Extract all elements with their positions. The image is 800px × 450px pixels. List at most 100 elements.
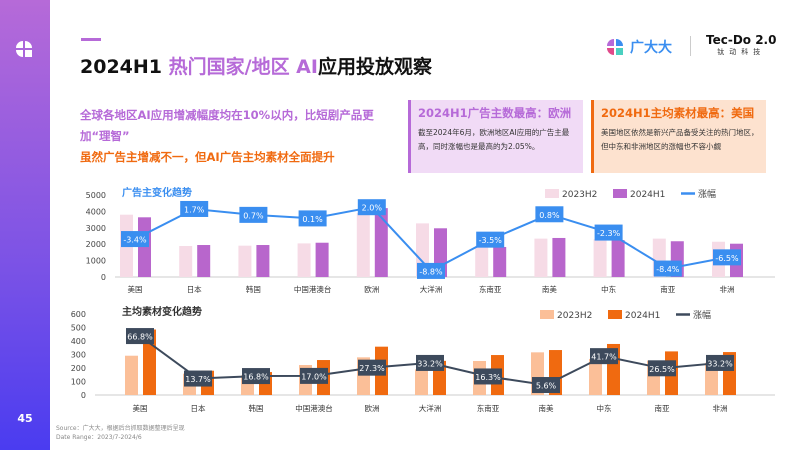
x-tick-label: 东南亚 <box>479 284 502 294</box>
y-tick-label: 3000 <box>86 224 106 233</box>
legend-swatch <box>608 310 622 319</box>
x-tick-label: 韩国 <box>249 403 264 413</box>
legend-swatch <box>540 310 554 319</box>
x-tick-label: 南美 <box>539 403 554 413</box>
bar-2023H2 <box>125 355 138 395</box>
y-tick-label: 0 <box>81 391 86 400</box>
y-tick-label: 4000 <box>86 207 106 216</box>
y-tick-label: 400 <box>71 337 86 346</box>
growth-label: 27.3% <box>359 364 385 373</box>
x-tick-label: 南美 <box>542 284 557 294</box>
y-tick-label: 0 <box>101 273 106 282</box>
guangdada-logo-icon <box>607 39 623 55</box>
growth-label: 17.0% <box>301 372 327 381</box>
tecdo-sub: 钛动科技 <box>717 48 766 56</box>
brand-name: 广大大 <box>630 40 672 56</box>
lead-line-1: 全球各地区AI应用增减幅度均在10%以内，比短剧产品更加“理智” <box>80 108 374 143</box>
x-tick-label: 南亚 <box>660 284 675 294</box>
x-tick-label: 非洲 <box>720 284 735 294</box>
growth-label-box <box>706 354 734 371</box>
source-note: Source：广大大，根据后台抓取数据整理后呈现 Date Range：2023/… <box>56 424 185 442</box>
x-tick-label: 韩国 <box>246 284 261 294</box>
bar-2023H2 <box>415 369 428 395</box>
growth-label-box <box>357 199 386 216</box>
x-tick-label: 美国 <box>133 403 148 413</box>
card-title: 2024H1主均素材最高：美国 <box>601 106 755 120</box>
tecdo-name: Tec-Do 2.0 <box>706 33 777 47</box>
growth-label: -2.3% <box>597 229 621 238</box>
growth-label: 1.7% <box>184 205 205 214</box>
x-tick-label: 非洲 <box>713 403 728 413</box>
growth-label-box <box>474 368 502 385</box>
lead-line-2: 虽然广告主增减不一，但AI广告主均素材全面提升 <box>80 150 335 164</box>
card-text: 截至2024年6月，欧洲地区AI应用的广告主最高，同时涨幅也是最高的为2.05%… <box>418 128 570 151</box>
x-tick-label: 大洋洲 <box>420 284 443 294</box>
growth-label: -6.5% <box>715 254 739 263</box>
y-tick-label: 1000 <box>86 257 106 266</box>
source-line: Source：广大大，根据后台抓取数据整理后呈现 <box>56 425 185 432</box>
x-tick-label: 欧洲 <box>364 284 379 294</box>
bar-2024H1 <box>197 245 211 277</box>
growth-label-box <box>300 367 328 384</box>
growth-label: 0.1% <box>302 215 323 224</box>
growth-label-box <box>648 360 676 377</box>
x-tick-label: 中国港澳台 <box>294 284 332 294</box>
legend-label: 2024H1 <box>625 311 660 321</box>
legend-swatch <box>545 189 559 198</box>
bar-2023H2 <box>238 245 252 277</box>
growth-label: -3.5% <box>479 236 503 245</box>
legend-label: 涨幅 <box>698 188 716 200</box>
growth-label-box <box>239 206 268 223</box>
growth-label-box <box>535 206 564 223</box>
growth-label-box <box>126 328 154 345</box>
page-number: 45 <box>17 412 33 425</box>
title-prefix: 2024H1 <box>80 56 169 78</box>
card-title: 2024H1广告主数最高：欧洲 <box>418 106 572 120</box>
bar-2024H1 <box>138 217 151 277</box>
bar-2024H1 <box>493 246 507 277</box>
growth-label-box <box>121 231 149 248</box>
insight-card-creatives: 2024H1主均素材最高：美国 美国地区依然是新兴产品备受关注的热门地区，但中东和… <box>591 100 766 173</box>
growth-label: 33.2% <box>417 359 443 368</box>
growth-label-box <box>590 348 618 365</box>
bar-2023H2 <box>179 246 193 277</box>
y-tick-label: 500 <box>71 324 86 333</box>
title-accent <box>81 38 101 41</box>
growth-label: 66.8% <box>127 333 153 342</box>
growth-label-box <box>180 200 209 217</box>
growth-label: 16.8% <box>243 373 269 382</box>
growth-label: 2.0% <box>362 204 383 213</box>
title-highlight: 热门国家/地区 AI <box>168 56 318 78</box>
growth-label-box <box>416 354 444 371</box>
legend-label: 涨幅 <box>693 309 711 321</box>
legend-label: 2024H1 <box>630 190 665 200</box>
legend-label: 2023H2 <box>562 190 597 200</box>
y-tick-label: 100 <box>71 378 86 387</box>
bar-2024H1 <box>315 242 329 277</box>
growth-label: 16.3% <box>475 373 501 382</box>
brand-icon <box>16 41 32 57</box>
growth-label-box <box>358 359 386 376</box>
y-tick-label: 200 <box>71 364 86 373</box>
growth-label-box <box>242 368 270 385</box>
x-tick-label: 中国港澳台 <box>295 403 333 413</box>
growth-label: -8.8% <box>419 267 443 276</box>
x-tick-label: 大洋洲 <box>419 403 442 413</box>
bar-2024H1 <box>256 245 270 277</box>
lead-text: 全球各地区AI应用增减幅度均在10%以内，比短剧产品更加“理智” 虽然广告主增减… <box>80 105 380 168</box>
bar-2023H2 <box>589 358 602 395</box>
y-tick-label: 2000 <box>86 240 106 249</box>
chart-title: 主均素材变化趋势 <box>122 305 202 318</box>
logo-divider <box>690 36 691 56</box>
growth-label: 0.8% <box>539 211 560 220</box>
x-tick-label: 中东 <box>601 284 616 294</box>
sidebar: 45 <box>0 0 50 450</box>
date-range: Date Range：2023/7-2024/6 <box>56 434 142 441</box>
growth-label-box <box>532 377 560 394</box>
y-tick-label: 300 <box>71 351 86 360</box>
growth-label: -3.4% <box>123 236 147 245</box>
x-tick-label: 欧洲 <box>365 403 380 413</box>
chart-title: 广告主变化趋势 <box>122 186 192 199</box>
bar-2023H2 <box>534 238 548 277</box>
